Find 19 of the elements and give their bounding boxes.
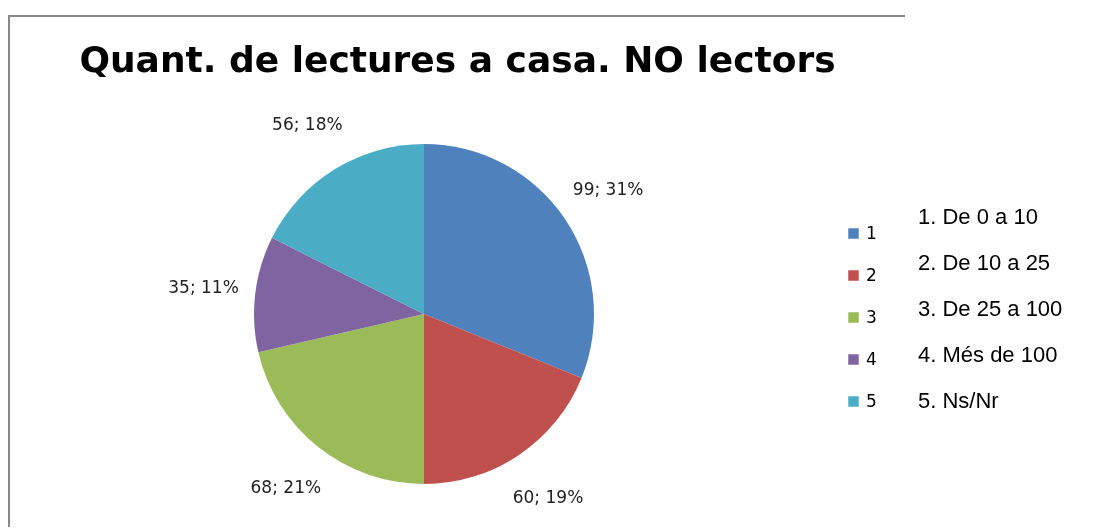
data-label: 68; 21%: [250, 476, 322, 497]
pie-slice: [424, 314, 582, 484]
legend-label: 3: [866, 306, 877, 327]
text: 1. De 0 a 10: [918, 204, 1038, 230]
legend-label: 4: [866, 348, 877, 369]
chart-title: Quant. de lectures a casa. NO lectors: [79, 39, 836, 80]
text: 3. De 25 a 100: [918, 296, 1063, 322]
text: 5. Ns/Nr: [918, 388, 999, 414]
legend-label: 2: [866, 264, 877, 285]
pie-slice: [254, 237, 424, 353]
text: 4. Més de 100: [918, 342, 1058, 368]
pie-slice: [272, 144, 424, 314]
data-label: 60; 19%: [512, 487, 584, 508]
text: 2. De 10 a 25: [918, 250, 1051, 276]
data-label: 56; 18%: [272, 114, 343, 135]
legend-label: 5: [866, 390, 877, 411]
data-label: 35; 11%: [168, 276, 239, 297]
legend-label: 1: [866, 222, 877, 243]
data-label: 99; 31%: [572, 178, 644, 199]
